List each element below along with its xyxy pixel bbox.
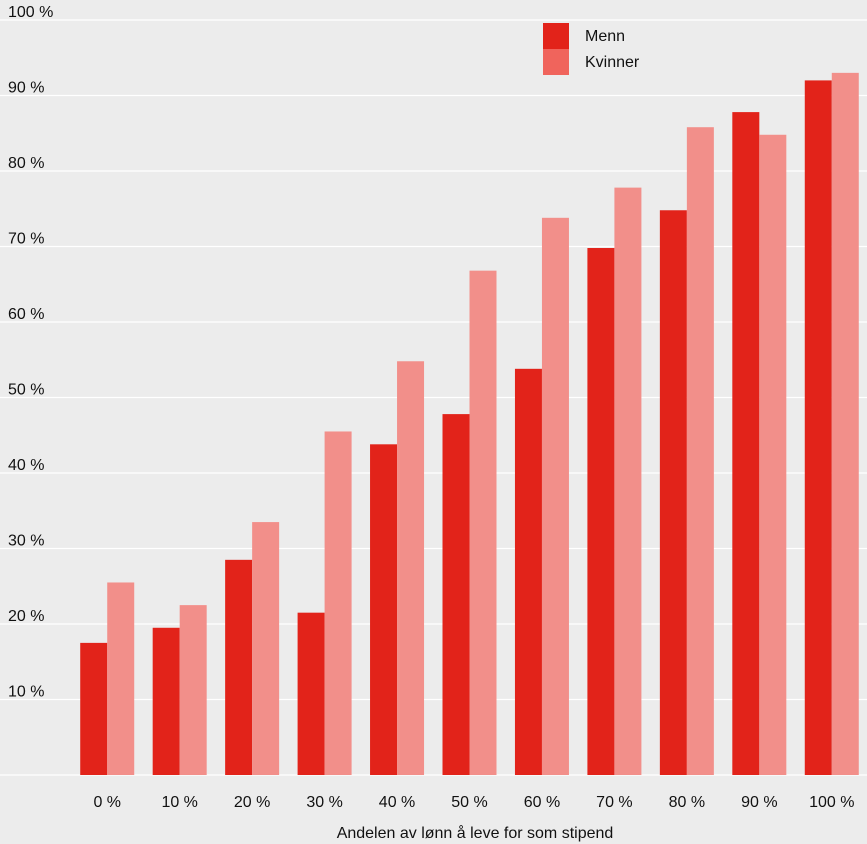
- x-axis-label: Andelen av lønn å leve for som stipend: [337, 824, 614, 842]
- bar-menn-2: [225, 559, 253, 775]
- y-tick-label: 50 %: [8, 382, 44, 399]
- bar-menn-3: [297, 612, 325, 775]
- x-axis-ticks: 0 % 10 % 20 % 30 % 40 % 50 % 60 % 70 % 80 % 90 % 1…: [93, 794, 854, 811]
- y-tick-label: 30 %: [8, 533, 44, 550]
- bar-menn-8: [659, 210, 687, 775]
- bar-menn-10: [804, 80, 832, 775]
- y-tick-label: 10 %: [8, 684, 44, 701]
- bar-menn-9: [732, 112, 760, 776]
- x-tick-label: 60 %: [524, 794, 560, 811]
- bar-kvinner-10: [831, 72, 859, 776]
- bar-kvinner-2: [252, 522, 280, 775]
- x-tick-label: 50 %: [451, 794, 487, 811]
- x-tick-label: 40 %: [379, 794, 415, 811]
- bar-menn-0: [80, 642, 108, 775]
- bar-kvinner-1: [179, 605, 207, 775]
- y-tick-label: 40 %: [8, 457, 44, 474]
- y-tick-label: 70 %: [8, 231, 44, 248]
- x-tick-label: 70 %: [596, 794, 632, 811]
- bar-kvinner-7: [614, 187, 642, 776]
- grid-lines: [0, 19, 867, 776]
- y-tick-label: 100 %: [8, 4, 53, 21]
- x-tick-label: 20 %: [234, 794, 270, 811]
- bar-menn-6: [514, 368, 542, 775]
- legend-swatch-kvinner: [543, 49, 569, 75]
- bar-kvinner-9: [759, 134, 787, 775]
- bar-menn-5: [442, 414, 470, 775]
- legend-label-menn: Menn: [585, 28, 625, 45]
- y-tick-label: 60 %: [8, 306, 44, 323]
- bars: [80, 72, 859, 776]
- x-tick-label: 0 %: [93, 794, 121, 811]
- y-tick-label: 20 %: [8, 608, 44, 625]
- bar-menn-4: [370, 444, 398, 775]
- y-tick-label: 80 %: [8, 155, 44, 172]
- bar-kvinner-0: [107, 582, 135, 775]
- bar-menn-1: [152, 627, 180, 775]
- x-tick-label: 90 %: [741, 794, 777, 811]
- x-tick-label: 10 %: [161, 794, 197, 811]
- legend: Menn Kvinner: [543, 23, 640, 75]
- bar-kvinner-5: [469, 270, 497, 775]
- x-tick-label: 80 %: [669, 794, 705, 811]
- legend-swatch-menn: [543, 23, 569, 49]
- bar-menn-7: [587, 248, 615, 775]
- bar-kvinner-8: [686, 127, 714, 775]
- y-axis-ticks: 10 % 20 % 30 % 40 % 50 % 60 % 70 % 80 % 90 % 100 …: [8, 4, 53, 701]
- bar-kvinner-3: [324, 431, 352, 775]
- legend-label-kvinner: Kvinner: [585, 54, 640, 71]
- bar-kvinner-6: [541, 217, 569, 775]
- y-tick-label: 90 %: [8, 80, 44, 97]
- bar-kvinner-4: [397, 361, 425, 775]
- x-tick-label: 30 %: [306, 794, 342, 811]
- x-tick-label: 100 %: [809, 794, 854, 811]
